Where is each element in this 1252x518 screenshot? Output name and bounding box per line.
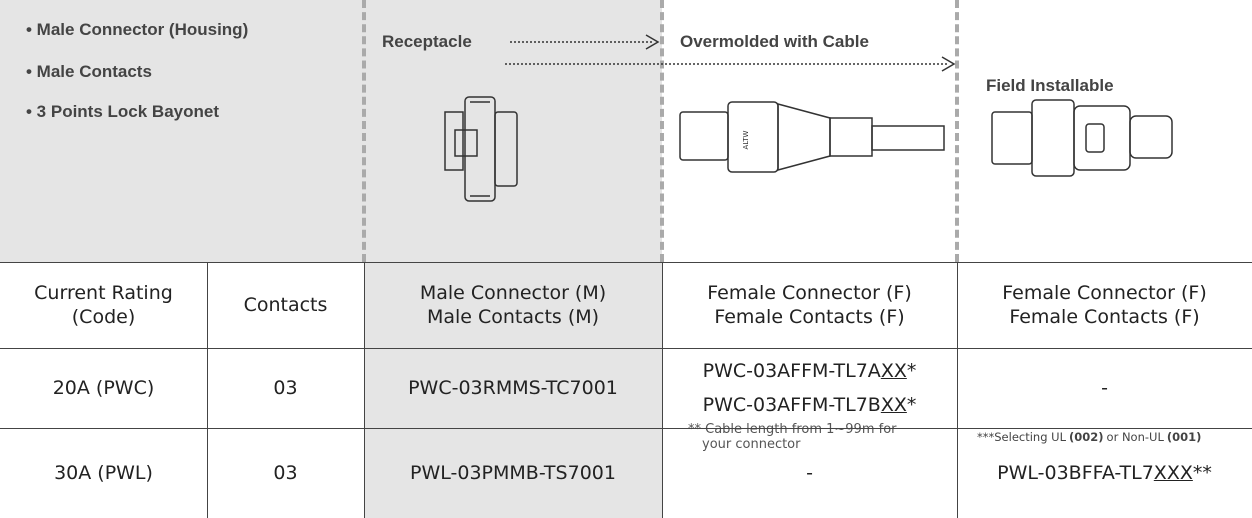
note-part: or Non-UL bbox=[1106, 430, 1164, 444]
cell: - bbox=[662, 428, 957, 518]
cell-part: XXX bbox=[1153, 462, 1193, 484]
cell-text: Female Connector (F) bbox=[1002, 282, 1207, 304]
cell: 03 bbox=[207, 348, 364, 428]
cell: PWL-03PMMB-TS7001 bbox=[364, 428, 662, 518]
cell-text: - bbox=[806, 462, 813, 484]
cell-line: PWL-03BFFA-TL7XXX** bbox=[997, 461, 1212, 485]
cell: PWC-03AFFM-TL7AXX* PWC-03AFFM-TL7BXX* bbox=[662, 348, 957, 428]
cell-text: Female Connector (F) bbox=[707, 282, 912, 304]
cell: PWL-03BFFA-TL7XXX** bbox=[957, 428, 1252, 518]
header-cell: Male Connector (M) Male Contacts (M) bbox=[364, 262, 662, 348]
cell-text: Contacts bbox=[243, 294, 328, 316]
cell-part: XX bbox=[880, 360, 907, 382]
cell-text: 03 bbox=[273, 462, 298, 484]
cell-text: PWL-03PMMB-TS7001 bbox=[410, 462, 616, 484]
rule bbox=[0, 428, 1252, 429]
divider bbox=[955, 0, 959, 262]
note-line: your connector bbox=[702, 437, 801, 452]
cell: - bbox=[957, 348, 1252, 428]
male-column-bg bbox=[364, 0, 662, 518]
svg-text:ALTW: ALTW bbox=[742, 130, 750, 149]
header-cell: Female Connector (F) Female Contacts (F) bbox=[662, 262, 957, 348]
rule bbox=[364, 262, 365, 518]
header-cell: Current Rating (Code) bbox=[0, 262, 207, 348]
cell-part: XX bbox=[880, 394, 907, 416]
cell-text: PWC-03RMMS-TC7001 bbox=[408, 377, 618, 399]
cell-text: Male Contacts (M) bbox=[426, 306, 600, 328]
cell: 03 bbox=[207, 428, 364, 518]
illustrations: ALTW bbox=[444, 34, 1173, 202]
rule bbox=[0, 262, 1252, 263]
header-cell: Contacts bbox=[207, 262, 364, 348]
feature: • 3 Points Lock Bayonet bbox=[26, 102, 219, 121]
cell-text: - bbox=[1101, 377, 1108, 399]
field-title: Field Installable bbox=[986, 76, 1114, 95]
cell-part: PWC-03AFFM-TL7B bbox=[702, 394, 881, 416]
divider bbox=[362, 0, 366, 262]
rule bbox=[662, 262, 663, 518]
cell: PWC-03RMMS-TC7001 bbox=[364, 348, 662, 428]
cell-part: PWC-03AFFM-TL7A bbox=[702, 360, 881, 382]
cell-text: Male Connector (M) bbox=[419, 282, 607, 304]
cell-part: * bbox=[906, 360, 917, 382]
rule bbox=[207, 262, 208, 518]
header-cell: Female Connector (F) Female Contacts (F) bbox=[957, 262, 1252, 348]
feature-panel bbox=[0, 0, 364, 262]
note-part: (001) bbox=[1166, 430, 1202, 444]
note-part: (002) bbox=[1069, 430, 1104, 444]
receptacle-title: Receptacle bbox=[382, 32, 472, 51]
cell-line: PWC-03AFFM-TL7BXX* bbox=[703, 393, 917, 417]
feature: • Male Contacts bbox=[26, 62, 152, 81]
cell-text: 30A (PWL) bbox=[54, 462, 153, 484]
cell-part: ** bbox=[1192, 462, 1212, 484]
cell-line: PWC-03AFFM-TL7AXX* bbox=[703, 359, 917, 383]
cell-part: * bbox=[906, 394, 917, 416]
cell-text: Current Rating bbox=[34, 282, 173, 304]
rule bbox=[957, 262, 958, 518]
cable-note: ** Cable length from 1~99m for your conn… bbox=[688, 422, 897, 452]
cell-text: 20A (PWC) bbox=[52, 377, 155, 399]
overmolded-title: Overmolded with Cable bbox=[680, 32, 869, 51]
note-part: ***Selecting UL bbox=[977, 430, 1066, 444]
cell-text: Female Contacts (F) bbox=[714, 306, 905, 328]
cell: 20A (PWC) bbox=[0, 348, 207, 428]
cell-text: Female Contacts (F) bbox=[1009, 306, 1200, 328]
note-line: ** Cable length from 1~99m for bbox=[688, 422, 897, 437]
divider bbox=[660, 0, 664, 262]
feature: • Male Connector (Housing) bbox=[26, 20, 249, 39]
cell-text: 03 bbox=[273, 377, 298, 399]
rule bbox=[0, 348, 1252, 349]
cell-text: (Code) bbox=[71, 306, 136, 328]
cell: 30A (PWL) bbox=[0, 428, 207, 518]
ul-note: ***Selecting UL (002) or Non-UL (001) bbox=[977, 430, 1201, 444]
cell-part: PWL-03BFFA-TL7 bbox=[997, 462, 1154, 484]
